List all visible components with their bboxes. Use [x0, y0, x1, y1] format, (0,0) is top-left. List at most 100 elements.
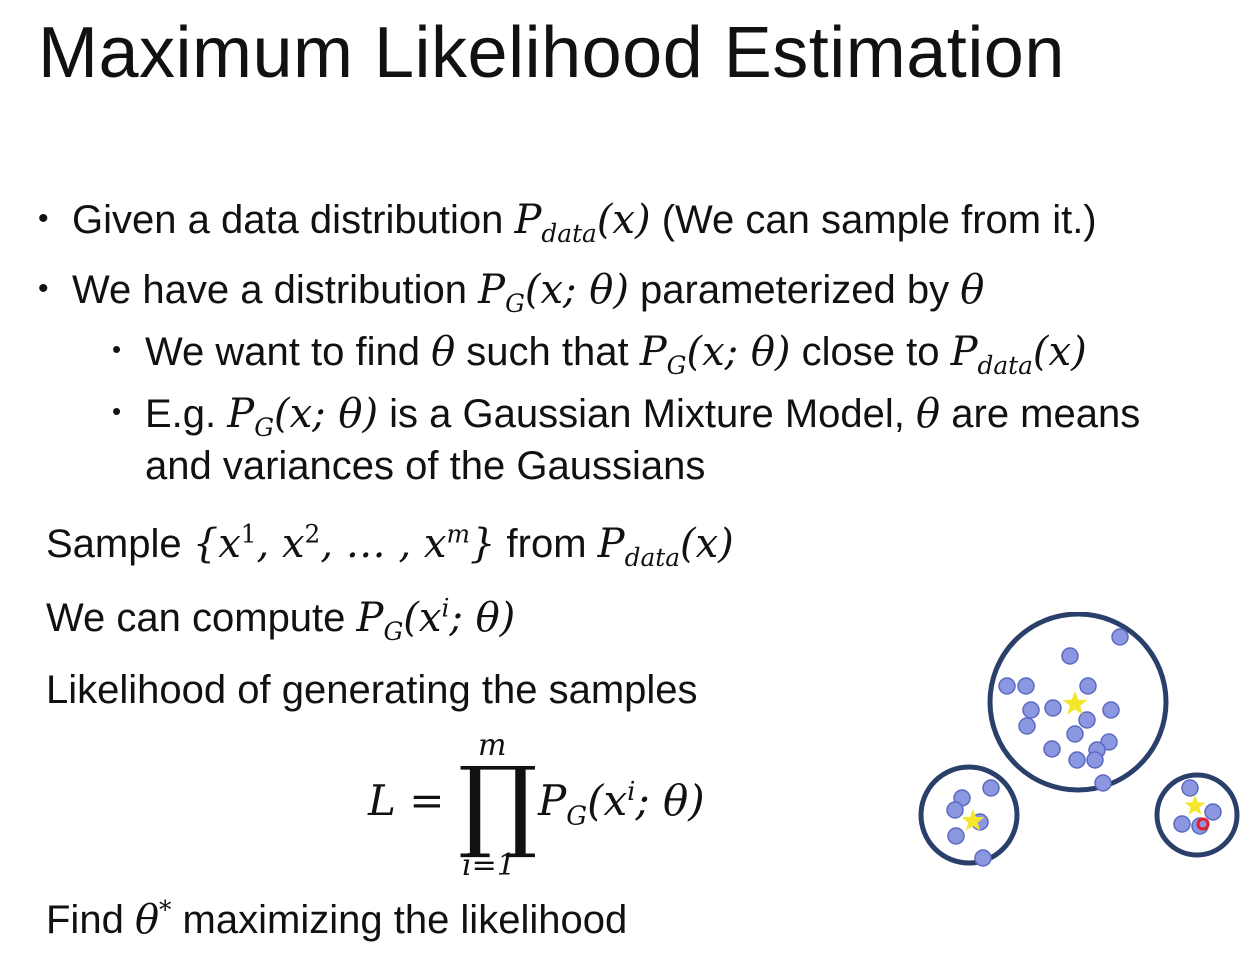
gaussian-circle-right [1154, 772, 1240, 858]
sample-line: Sample {x1, x2, … , xm} from Pdata(x) [46, 519, 734, 570]
bullet-text: We have a distribution [72, 268, 479, 312]
sub-bullet-find-theta: We want to find θ such that PG(x; θ) clo… [145, 328, 1087, 378]
math-sub: G [383, 617, 404, 646]
step-text: from [495, 522, 598, 566]
mean-star-large [1062, 691, 1088, 715]
compute-line: We can compute PG(xi; θ) [46, 593, 516, 644]
math-p: P [950, 329, 978, 375]
sample-point [1078, 711, 1096, 729]
math-theta: θ [960, 267, 985, 313]
math-arg: (x [403, 595, 442, 641]
sample-point [1079, 677, 1097, 695]
gaussian-circle-large [987, 612, 1169, 793]
gaussian-circle-left [918, 764, 1020, 866]
sample-point [1022, 701, 1040, 719]
math-sup: 1 [240, 519, 257, 549]
math-sub: G [505, 289, 525, 318]
bullet-text: is a Gaussian Mixture Model, [378, 392, 917, 436]
math-sub: data [977, 351, 1033, 380]
math-set-close: } [469, 521, 496, 567]
bullet-text: are means [940, 392, 1141, 436]
math-theta: θ [916, 391, 941, 437]
math-theta: θ [431, 329, 456, 375]
math-sup: * [159, 895, 172, 925]
math-arg: (x [587, 776, 628, 825]
step-text: Sample [46, 522, 193, 566]
sub-bullet-gmm-example: E.g. PG(x; θ) is a Gaussian Mixture Mode… [145, 390, 1141, 440]
sample-point [1204, 803, 1222, 821]
math-arg: ; θ) [635, 776, 705, 825]
sample-point [1061, 647, 1079, 665]
math-arg: (x) [596, 197, 651, 243]
math-p: P [639, 329, 667, 375]
bullet-text: close to [790, 330, 951, 374]
sample-point [1102, 701, 1120, 719]
math-arg: (x) [1032, 329, 1087, 375]
math-p: P [356, 595, 384, 641]
math-arg: (x; θ) [524, 267, 629, 313]
sample-point [1017, 677, 1035, 695]
step-text: maximizing the likelihood [171, 898, 628, 942]
math-sup: i [441, 593, 450, 623]
step-text: We can compute [46, 596, 357, 640]
equation-rhs: PG(xi; θ) [538, 776, 705, 829]
sample-point [1094, 774, 1112, 792]
math-arg: (x; θ) [686, 329, 791, 375]
math-arg: (x; θ) [274, 391, 379, 437]
sample-point [1066, 725, 1084, 743]
bullet-text: parameterized by [628, 268, 961, 312]
math-sub: data [541, 219, 597, 248]
red-marker [1196, 817, 1210, 831]
mean-star-right [1184, 795, 1206, 815]
math-sub: data [624, 543, 680, 572]
math-theta: θ [134, 897, 160, 943]
equation-lhs: L = [368, 776, 445, 825]
math-p: P [478, 267, 506, 313]
math-set-item: , … , x [320, 521, 447, 567]
bullet-model-distribution: We have a distribution PG(x; θ) paramete… [72, 266, 985, 316]
gaussian-mixture-illustration [918, 612, 1240, 867]
math-sup: i [627, 777, 636, 807]
math-arg: (x) [680, 521, 734, 567]
math-set-item: , x [256, 521, 305, 567]
math-p: P [514, 197, 542, 243]
math-arg: ; θ) [449, 595, 516, 641]
sample-point [1043, 740, 1061, 758]
sample-point [1181, 779, 1199, 797]
likelihood-line: Likelihood of generating the samples [46, 668, 698, 712]
bullet-text: We want to find [145, 330, 432, 374]
bullet-text: such that [455, 330, 640, 374]
math-set-open: {x [192, 521, 241, 567]
sample-point [946, 801, 964, 819]
sample-point [998, 677, 1016, 695]
product-symbol: ∏ [458, 745, 538, 862]
math-sub: G [666, 351, 687, 380]
product-lower-limit: i=1 [462, 848, 516, 883]
sub-bullet-dot: • [112, 334, 122, 364]
math-sub: G [254, 413, 274, 442]
sample-point [1018, 717, 1036, 735]
sample-point [1068, 751, 1086, 769]
math-sup: 2 [304, 519, 321, 549]
mean-star-left [961, 809, 985, 831]
sample-point [982, 779, 1000, 797]
slide-title: Maximum Likelihood Estimation [38, 13, 1065, 93]
math-sub: G [566, 801, 588, 832]
sample-point [974, 849, 992, 867]
sample-point [1044, 699, 1062, 717]
likelihood-equation: L = m ∏ i=1 PG(xi; θ) [368, 728, 748, 888]
math-sup: m [446, 519, 470, 549]
sample-point [1100, 733, 1118, 751]
math-p: P [597, 521, 625, 567]
sample-point [1111, 628, 1129, 646]
math-p: P [538, 776, 567, 825]
step-text: Find [46, 898, 135, 942]
bullet-dot: • [38, 272, 49, 305]
product-upper-limit: m [478, 728, 507, 763]
sub-bullet-dot: • [112, 396, 122, 426]
bullet-text: E.g. [145, 392, 228, 436]
find-line: Find θ* maximizing the likelihood [46, 896, 627, 944]
bullet-dot: • [38, 202, 49, 235]
sample-point [947, 827, 965, 845]
bullet-note: (We can sample from it.) [650, 198, 1097, 242]
